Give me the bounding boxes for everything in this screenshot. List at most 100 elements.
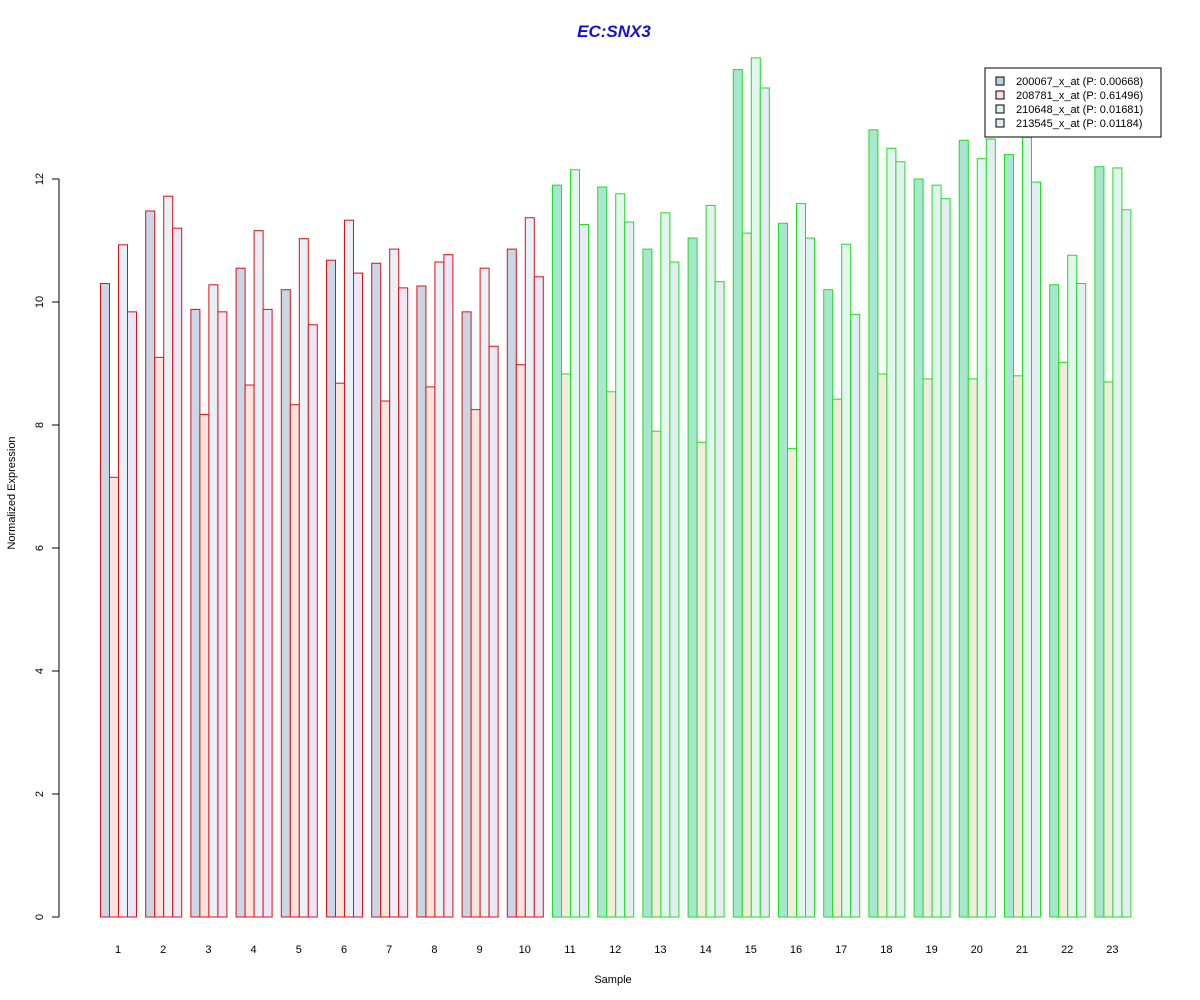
bar-sample-16-series-4	[805, 237, 815, 918]
y-tick-label: 4	[34, 668, 46, 674]
bar-sample-4-series-2	[244, 384, 255, 918]
bar-sample-4-series-4	[262, 308, 273, 918]
bar-sample-5-series-1	[280, 289, 291, 918]
bar-sample-2-series-3	[163, 195, 174, 918]
legend-swatch	[995, 104, 1005, 114]
bar-sample-6-series-1	[326, 259, 336, 918]
x-tick-label: 3	[205, 944, 211, 956]
x-tick-label: 23	[1106, 944, 1118, 956]
bar-sample-9-series-4	[488, 345, 499, 918]
y-axis: 0 2 4 6 8 10 12	[34, 173, 60, 920]
bar-sample-3-series-2	[199, 414, 210, 918]
bar-sample-7-series-3	[389, 248, 400, 918]
bar-sample-8-series-1	[416, 285, 427, 918]
legend-label: 213545_x_at (P: 0.01184)	[1016, 118, 1142, 130]
bar-sample-2-series-4	[172, 227, 183, 918]
bar-sample-23-series-2	[1103, 381, 1114, 918]
bar-sample-13-series-1	[642, 248, 653, 918]
bar-sample-10-series-3	[524, 217, 535, 918]
x-tick-label: 9	[477, 944, 483, 956]
bar-sample-19-series-2	[922, 378, 933, 918]
bar-sample-12-series-1	[597, 186, 608, 918]
bar-sample-5-series-2	[289, 404, 300, 918]
bar-sample-17-series-2	[832, 398, 843, 918]
y-tick-label: 6	[34, 545, 46, 551]
bars-layer	[100, 57, 1132, 918]
bar-sample-15-series-4	[759, 87, 770, 918]
bar-sample-15-series-2	[741, 232, 752, 918]
x-tick-label: 22	[1061, 944, 1073, 956]
legend-box	[984, 67, 1162, 138]
bar-sample-10-series-2	[515, 364, 526, 918]
bar-sample-6-series-4	[353, 272, 363, 918]
bar-sample-23-series-1	[1094, 166, 1105, 918]
bar-sample-10-series-1	[506, 248, 517, 918]
legend-swatch	[995, 90, 1005, 100]
y-tick-label: 12	[34, 173, 46, 185]
bar-sample-8-series-2	[425, 386, 436, 918]
bar-sample-4-series-3	[253, 230, 264, 918]
bar-sample-7-series-1	[371, 262, 382, 918]
bar-sample-22-series-4	[1076, 283, 1087, 918]
x-tick-label: 13	[654, 944, 666, 956]
bar-sample-12-series-4	[624, 221, 635, 918]
bar-sample-16-series-3	[796, 203, 806, 918]
bar-sample-2-series-1	[145, 210, 156, 918]
bar-sample-16-series-1	[778, 222, 788, 918]
bar-sample-4-series-1	[235, 267, 246, 918]
x-tick-label: 8	[431, 944, 437, 956]
bar-sample-18-series-3	[886, 147, 897, 918]
bar-sample-11-series-2	[561, 373, 571, 918]
y-axis-label: Normalized Expression	[6, 436, 18, 549]
x-tick-label: 6	[341, 944, 347, 956]
chart-title: EC:SNX3	[577, 22, 651, 41]
bar-sample-15-series-3	[750, 57, 761, 918]
x-tick-label: 15	[745, 944, 757, 956]
bar-sample-6-series-2	[335, 382, 345, 918]
bar-sample-20-series-2	[967, 378, 978, 918]
x-tick-label: 16	[790, 944, 802, 956]
bar-sample-20-series-1	[958, 139, 969, 918]
x-axis: 1 2 3 4 5 6 7 8 9 10 11 12 13 14 15 16 17 18 19 20 21 22 23	[115, 944, 1119, 956]
bar-sample-5-series-3	[298, 238, 309, 918]
bar-sample-14-series-4	[714, 281, 725, 918]
y-tick-label: 8	[34, 422, 46, 428]
x-axis-label: Sample	[594, 974, 631, 986]
bar-sample-18-series-1	[868, 129, 879, 918]
x-tick-label: 2	[160, 944, 166, 956]
bar-sample-3-series-1	[190, 308, 201, 918]
bar-sample-15-series-1	[732, 69, 743, 918]
legend-label: 208781_x_at (P: 0.61496)	[1016, 90, 1143, 102]
x-tick-label: 21	[1016, 944, 1028, 956]
bar-sample-9-series-2	[470, 409, 481, 918]
bar-sample-21-series-3	[1022, 136, 1032, 918]
bar-sample-13-series-3	[660, 212, 671, 918]
y-tick-label: 2	[34, 791, 46, 797]
bar-sample-14-series-3	[705, 204, 716, 918]
x-tick-label: 10	[519, 944, 531, 956]
bar-sample-1-series-3	[118, 244, 128, 918]
bar-sample-14-series-1	[687, 237, 698, 918]
bar-sample-21-series-2	[1013, 375, 1023, 918]
y-tick-label: 10	[34, 296, 46, 308]
bar-sample-17-series-4	[850, 313, 861, 918]
bar-sample-21-series-1	[1004, 153, 1014, 918]
x-tick-label: 4	[251, 944, 257, 956]
x-tick-label: 17	[835, 944, 847, 956]
bar-sample-22-series-2	[1058, 361, 1069, 918]
bar-sample-13-series-4	[669, 261, 680, 918]
bar-sample-14-series-2	[696, 441, 707, 918]
bar-sample-8-series-4	[443, 254, 454, 918]
bar-sample-11-series-1	[552, 184, 562, 918]
bar-sample-22-series-1	[1049, 284, 1060, 918]
bar-sample-20-series-4	[985, 138, 996, 918]
bar-sample-5-series-4	[307, 324, 318, 918]
bar-sample-17-series-1	[823, 289, 834, 918]
bar-sample-18-series-2	[877, 373, 888, 918]
bar-sample-12-series-2	[606, 391, 617, 918]
legend-label: 210648_x_at (P: 0.01681)	[1016, 104, 1143, 116]
bar-sample-16-series-2	[787, 447, 797, 918]
bar-sample-19-series-1	[913, 178, 924, 918]
legend-label: 200067_x_at (P: 0.00668)	[1016, 76, 1143, 88]
x-tick-label: 19	[925, 944, 937, 956]
